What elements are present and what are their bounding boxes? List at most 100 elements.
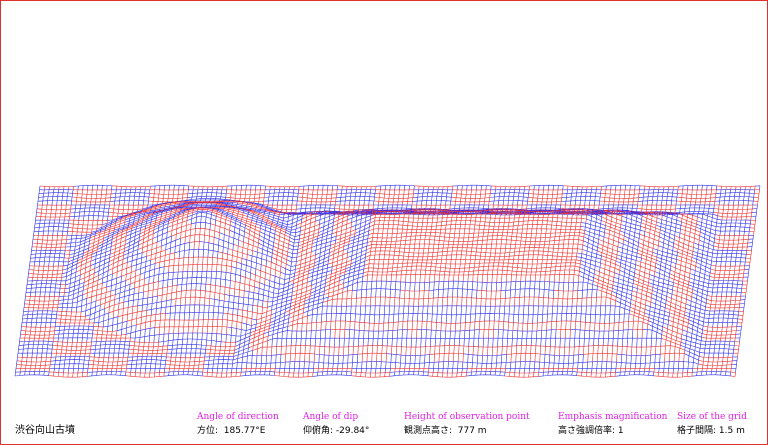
mesh-line [257, 203, 259, 206]
mesh-line [653, 212, 656, 216]
mesh-line [652, 211, 654, 213]
mesh-line [14, 185, 41, 377]
mesh-line [153, 223, 169, 231]
mesh-line [220, 203, 223, 206]
mesh-line [36, 235, 39, 251]
mesh-line [710, 272, 744, 275]
mesh-line [367, 209, 369, 211]
mesh-line [498, 189, 501, 206]
mesh-line [118, 219, 122, 229]
mesh-line [359, 322, 361, 331]
mesh-line [343, 211, 346, 213]
mesh-line [226, 356, 229, 374]
mesh-line [382, 189, 386, 205]
mesh-line [500, 288, 554, 291]
mesh-line [398, 371, 400, 376]
mesh-line [370, 297, 372, 306]
mesh-line [56, 266, 59, 281]
mesh-line [684, 311, 738, 320]
mesh-line [330, 210, 332, 212]
mesh-line [455, 323, 457, 332]
mesh-line [339, 320, 341, 339]
mesh-line [354, 321, 356, 330]
mesh-line [372, 331, 374, 346]
mesh-line [319, 218, 335, 225]
mesh-line [270, 207, 273, 211]
mesh-line [173, 357, 177, 372]
mesh-line [608, 210, 610, 212]
mesh-line [466, 204, 470, 215]
mesh-line [54, 280, 57, 297]
mesh-line [296, 189, 299, 206]
mesh-line [188, 357, 191, 372]
mesh-line [53, 250, 56, 267]
mesh-line [230, 250, 234, 274]
mesh-line [92, 204, 96, 221]
mesh-line [268, 329, 331, 337]
mesh-line [398, 211, 400, 215]
mesh-line [127, 284, 131, 308]
mesh-line [184, 290, 187, 306]
mesh-line [531, 189, 535, 205]
terrain-wireframe [14, 184, 761, 378]
mesh-line [83, 251, 89, 283]
mesh-line [289, 310, 291, 315]
mesh-line [30, 252, 65, 255]
mesh-line [169, 299, 172, 320]
mesh-line [150, 297, 153, 316]
mesh-line [347, 346, 349, 356]
mesh-line [59, 290, 84, 297]
mesh-line [309, 285, 312, 300]
mesh-line [211, 319, 214, 334]
mesh-line [126, 205, 129, 216]
mesh-line [259, 231, 275, 239]
mesh-line [599, 305, 602, 324]
mesh-line [330, 189, 333, 205]
mesh-line [371, 204, 374, 215]
mesh-line [214, 216, 217, 226]
mesh-line [257, 288, 260, 307]
mesh-line [476, 209, 478, 211]
mesh-line [736, 235, 740, 251]
mesh-line [584, 223, 587, 231]
mesh-line [495, 186, 497, 190]
mesh-line [212, 207, 215, 210]
mesh-line [434, 209, 444, 282]
mesh-line [198, 249, 200, 258]
mesh-line [244, 231, 260, 240]
mesh-line [543, 210, 546, 212]
mesh-line [178, 319, 180, 334]
mesh-line [455, 305, 458, 324]
mesh-line [19, 371, 21, 376]
mesh-line [227, 295, 230, 314]
mesh-line [245, 259, 248, 278]
mesh-line [235, 202, 238, 208]
mesh-line [230, 280, 255, 288]
mesh-line [112, 294, 116, 319]
mesh-line [169, 202, 172, 206]
mesh-line [91, 326, 94, 343]
mesh-line [53, 372, 55, 377]
mesh-line [331, 371, 333, 375]
mesh-line [370, 213, 587, 217]
mesh-line [231, 314, 233, 328]
mesh-line [481, 209, 483, 211]
mesh-line [251, 318, 257, 321]
mesh-line [663, 361, 665, 373]
mesh-line [653, 368, 655, 373]
mesh-line [221, 252, 224, 272]
mesh-line [169, 211, 172, 218]
mesh-line [69, 311, 72, 327]
mesh-line [580, 226, 605, 233]
mesh-line [103, 320, 128, 328]
mesh-line [415, 338, 417, 348]
mesh-line [170, 201, 172, 203]
mesh-line [209, 345, 212, 357]
mesh-line [641, 338, 643, 348]
mesh-line [508, 305, 510, 323]
mesh-line [574, 189, 578, 206]
mesh-line [693, 242, 747, 251]
mesh-line [485, 371, 487, 375]
mesh-line [225, 372, 227, 378]
mesh-line [506, 209, 516, 283]
